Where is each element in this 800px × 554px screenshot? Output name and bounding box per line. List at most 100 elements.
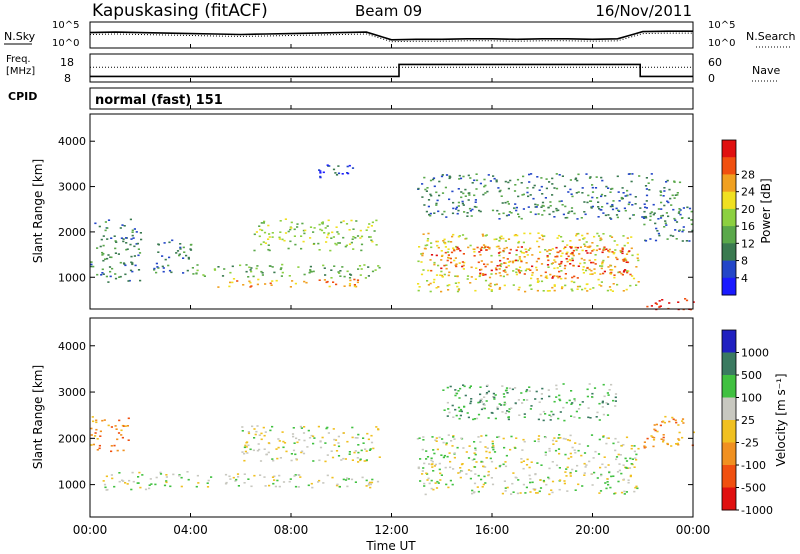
x-tick-label: 12:00 xyxy=(374,523,409,537)
echo-cell xyxy=(488,247,491,250)
echo-cell xyxy=(629,457,632,460)
echo-cell xyxy=(425,472,428,475)
echo-cell xyxy=(127,280,130,282)
echo-cell xyxy=(503,446,506,449)
echo-cell xyxy=(579,403,582,406)
echo-cell xyxy=(517,399,520,401)
echo-cell xyxy=(245,270,248,273)
echo-cell xyxy=(274,485,277,488)
echo-cell xyxy=(467,457,471,459)
echo-cell xyxy=(124,273,127,276)
echo-cell xyxy=(672,208,675,211)
echo-cell xyxy=(203,275,206,277)
echo-cell xyxy=(529,194,532,196)
echo-cell xyxy=(448,198,451,201)
echo-cell xyxy=(294,282,297,285)
echo-cell xyxy=(260,222,263,224)
echo-cell xyxy=(423,176,426,179)
echo-cell xyxy=(460,470,464,472)
echo-cell xyxy=(542,205,545,207)
echo-cell xyxy=(586,232,589,235)
echo-cell xyxy=(564,284,567,287)
echo-cell xyxy=(584,245,587,247)
echo-cell xyxy=(551,183,554,185)
echo-cell xyxy=(457,209,460,212)
echo-cell xyxy=(495,268,498,271)
echo-cell xyxy=(502,212,505,215)
echo-cell xyxy=(604,195,607,197)
echo-cell xyxy=(553,400,556,403)
echo-cell xyxy=(488,284,491,287)
echo-cell xyxy=(557,417,560,420)
echo-cell xyxy=(627,251,630,253)
echo-cell xyxy=(429,282,432,285)
echo-cell xyxy=(555,384,558,387)
echo-cell xyxy=(679,213,682,216)
echo-cell xyxy=(464,394,467,397)
echo-cell xyxy=(573,416,576,418)
echo-cell xyxy=(523,273,526,275)
echo-cell xyxy=(553,216,556,218)
echo-cell xyxy=(469,177,472,179)
echo-cell xyxy=(118,480,121,483)
echo-cell xyxy=(290,221,293,224)
echo-cell xyxy=(627,203,630,206)
echo-cell xyxy=(237,476,240,478)
colorbar-tick-label: 8 xyxy=(741,255,748,268)
echo-cell xyxy=(518,271,521,274)
echo-region xyxy=(643,415,695,449)
echo-cell xyxy=(601,463,604,466)
echo-cell xyxy=(363,460,366,462)
echo-cell xyxy=(376,480,380,483)
echo-cell xyxy=(130,238,133,240)
echo-cell xyxy=(504,412,507,415)
echo-cell xyxy=(436,199,439,202)
echo-cell xyxy=(284,218,287,220)
echo-cell xyxy=(267,224,270,227)
echo-cell xyxy=(479,254,482,256)
echo-cell xyxy=(542,290,545,292)
echo-cell xyxy=(281,431,284,433)
echo-cell xyxy=(597,278,600,281)
echo-cell xyxy=(504,487,507,489)
echo-cell xyxy=(548,213,551,216)
echo-cell xyxy=(441,174,444,176)
echo-cell xyxy=(502,275,505,278)
echo-cell xyxy=(469,477,472,480)
echo-cell xyxy=(570,280,573,283)
echo-cell xyxy=(103,483,107,486)
echo-cell xyxy=(195,485,198,488)
echo-cell xyxy=(600,285,603,287)
echo-cell xyxy=(123,263,126,265)
echo-cell xyxy=(668,302,671,304)
echo-cell xyxy=(192,273,195,275)
echo-cell xyxy=(458,397,461,399)
echo-cell xyxy=(337,242,340,244)
echo-cell xyxy=(455,263,458,265)
echo-cell xyxy=(202,274,205,276)
echo-cell xyxy=(490,273,493,275)
echo-cell xyxy=(531,481,534,484)
echo-cell xyxy=(443,409,446,411)
echo-cell xyxy=(427,199,431,201)
echo-cell xyxy=(484,265,487,268)
echo-cell xyxy=(448,257,451,259)
echo-cell xyxy=(337,172,341,175)
echo-cell xyxy=(268,233,271,235)
echo-cell xyxy=(319,172,322,174)
echo-cell xyxy=(360,449,363,452)
echo-cell xyxy=(440,454,443,456)
echo-cell xyxy=(465,473,468,475)
echo-cell xyxy=(346,477,349,479)
echo-cell xyxy=(457,289,460,291)
echo-cell xyxy=(593,387,597,389)
echo-cell xyxy=(608,471,611,474)
colorbar-tick-label: 25 xyxy=(741,414,755,427)
echo-cell xyxy=(589,245,592,248)
echo-cell xyxy=(536,204,539,206)
echo-cell xyxy=(115,428,118,430)
echo-cell xyxy=(432,177,436,179)
echo-cell xyxy=(443,273,446,276)
x-tick-label: 16:00 xyxy=(475,523,510,537)
echo-cell xyxy=(452,468,455,470)
